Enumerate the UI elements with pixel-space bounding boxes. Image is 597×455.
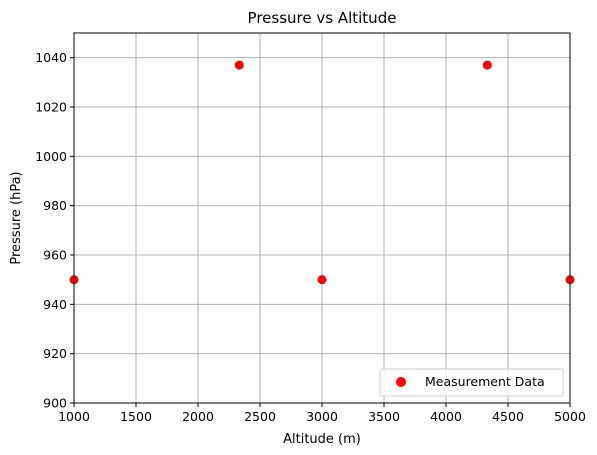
legend: Measurement Data: [379, 368, 564, 397]
x-tick-label: 4500: [492, 409, 524, 424]
x-tick-label: 1500: [120, 409, 152, 424]
x-tick-label: 3000: [306, 409, 338, 424]
x-tick-label: 1000: [58, 409, 90, 424]
y-tick-label: 960: [43, 248, 67, 263]
y-tick-label: 980: [43, 198, 67, 213]
y-axis-label: Pressure (hPa): [9, 171, 24, 264]
x-axis-label: Altitude (m): [283, 432, 361, 447]
legend-label: Measurement Data: [425, 374, 545, 389]
y-tick-label: 900: [43, 396, 67, 411]
data-point: [317, 275, 327, 285]
y-tick-label: 1040: [35, 50, 67, 65]
y-axis-ticks: 900 920 940 960 980 1000 1020 1040: [35, 50, 74, 411]
x-tick-label: 4000: [430, 409, 462, 424]
y-tick-label: 1020: [35, 100, 67, 115]
x-tick-label: 2500: [244, 409, 276, 424]
x-tick-label: 3500: [368, 409, 400, 424]
y-tick-label: 1000: [35, 149, 67, 164]
chart-title: Pressure vs Altitude: [248, 9, 397, 27]
legend-marker: [396, 377, 406, 387]
x-tick-label: 5000: [554, 409, 586, 424]
y-tick-label: 940: [43, 297, 67, 312]
data-point: [234, 60, 244, 70]
data-point: [482, 60, 492, 70]
x-tick-label: 2000: [182, 409, 214, 424]
y-tick-label: 920: [43, 346, 67, 361]
legend-box: [379, 368, 564, 397]
x-axis-ticks: 1000 1500 2000 2500 3000 3500 4000 4500 5000: [58, 403, 586, 424]
